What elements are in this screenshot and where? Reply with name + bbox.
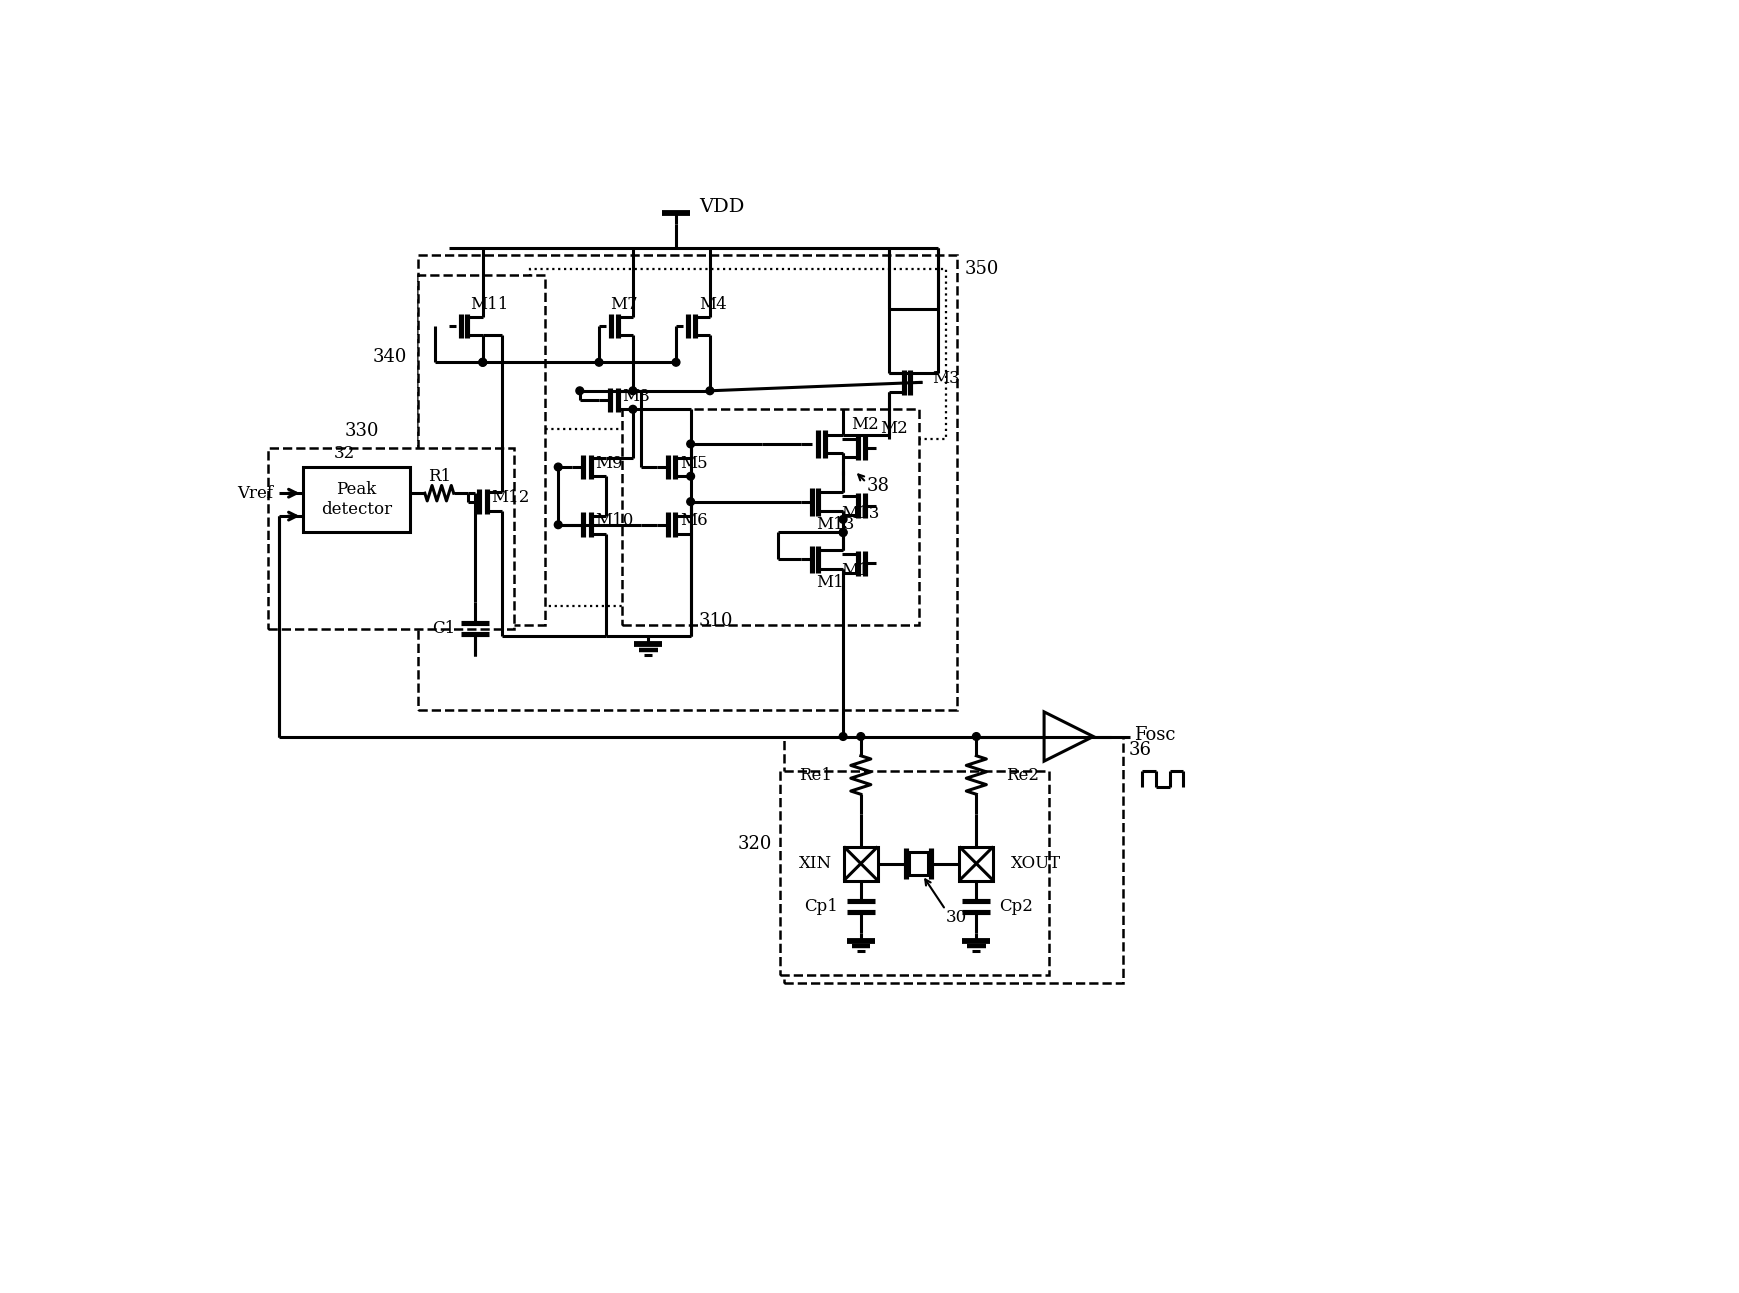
Text: 32: 32 (334, 445, 355, 462)
Circle shape (840, 529, 847, 537)
Bar (417, 274, 544, 625)
Bar (623, 410, 918, 625)
Text: M12: M12 (490, 489, 530, 507)
Circle shape (857, 733, 864, 741)
Bar (268, 447, 515, 628)
Bar (909, 852, 929, 875)
Text: M2: M2 (880, 420, 908, 437)
Text: M13: M13 (842, 504, 880, 521)
Text: 310: 310 (699, 612, 734, 630)
Text: M3: M3 (932, 370, 960, 387)
Text: Cp1: Cp1 (803, 899, 838, 915)
Circle shape (673, 358, 680, 366)
Text: M13: M13 (816, 516, 854, 533)
Text: 340: 340 (372, 348, 407, 366)
Text: XIN: XIN (798, 855, 831, 871)
Bar (784, 737, 1123, 983)
Circle shape (576, 387, 584, 394)
Circle shape (840, 516, 847, 524)
Text: M10: M10 (595, 512, 633, 529)
Text: M2: M2 (850, 416, 878, 433)
Text: 330: 330 (344, 422, 379, 440)
Text: M8: M8 (623, 388, 650, 405)
Text: 320: 320 (737, 835, 772, 853)
Bar (781, 771, 1049, 975)
Text: 38: 38 (866, 477, 889, 495)
Text: 350: 350 (965, 260, 1000, 278)
Text: Cp2: Cp2 (1000, 899, 1033, 915)
Circle shape (630, 406, 636, 412)
Bar (537, 428, 657, 605)
Text: VDD: VDD (699, 198, 744, 216)
Text: M4: M4 (699, 296, 727, 313)
Circle shape (687, 498, 694, 506)
Text: R1: R1 (428, 468, 450, 485)
Bar (843, 847, 878, 881)
Text: M11: M11 (471, 296, 510, 313)
Circle shape (555, 463, 562, 471)
Circle shape (555, 521, 562, 529)
Text: 36: 36 (1129, 741, 1151, 759)
Circle shape (840, 529, 847, 537)
Text: Peak
detector: Peak detector (322, 481, 391, 518)
Text: XOUT: XOUT (1010, 855, 1061, 871)
Circle shape (478, 358, 487, 366)
Text: M9: M9 (595, 455, 623, 472)
Text: Re1: Re1 (798, 767, 831, 784)
Text: Vref: Vref (237, 485, 273, 502)
Text: Re2: Re2 (1005, 767, 1038, 784)
Circle shape (595, 358, 603, 366)
Circle shape (706, 387, 713, 394)
Bar (303, 467, 410, 533)
Bar (417, 255, 956, 710)
Text: M7: M7 (610, 296, 638, 313)
Circle shape (840, 733, 847, 741)
Text: M1: M1 (816, 574, 843, 591)
Circle shape (972, 733, 981, 741)
Circle shape (478, 358, 487, 366)
Text: Fosc: Fosc (1134, 725, 1176, 743)
Text: M5: M5 (680, 455, 708, 472)
Circle shape (687, 472, 694, 480)
Circle shape (630, 387, 636, 394)
Circle shape (687, 440, 694, 447)
Text: M1: M1 (842, 562, 870, 579)
Bar (960, 847, 993, 881)
Text: C1: C1 (433, 621, 456, 637)
Bar (530, 269, 946, 438)
Text: 30: 30 (946, 909, 967, 926)
Text: M6: M6 (680, 512, 708, 529)
